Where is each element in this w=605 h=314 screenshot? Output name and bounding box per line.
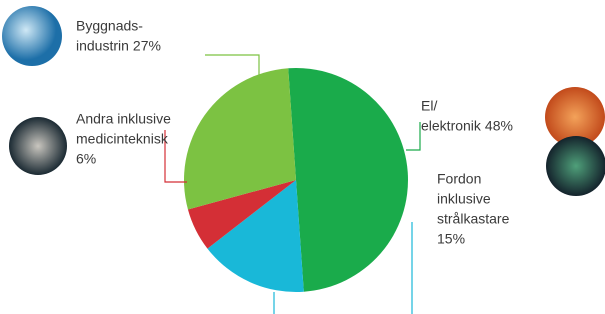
category-label: elektronik (421, 118, 482, 134)
category-label: Andra inklusive (76, 111, 171, 127)
category-label: industrin (76, 38, 129, 54)
chart: El/elektronik48% Fordon inklusive strålkast… (0, 0, 605, 314)
icon-construction (2, 6, 62, 66)
icon-vehicle (546, 136, 605, 196)
category-label: Byggnads- (76, 18, 143, 34)
value-label: 27% (133, 38, 161, 54)
leader-line (165, 130, 187, 182)
category-label: strålkastare (437, 211, 510, 227)
pie-slice (288, 68, 408, 292)
leader-line (205, 55, 259, 78)
pie (184, 68, 408, 292)
category-label: Fordon (437, 171, 481, 187)
category-label: medicinteknisk (76, 131, 169, 147)
category-label: inklusive (437, 191, 491, 207)
icon-medical (9, 117, 67, 175)
value-label: 15% (437, 231, 465, 247)
value-label: 48% (485, 118, 513, 134)
leader-line (406, 122, 420, 150)
value-label: 6% (76, 151, 96, 167)
category-label: El/ (421, 98, 437, 114)
